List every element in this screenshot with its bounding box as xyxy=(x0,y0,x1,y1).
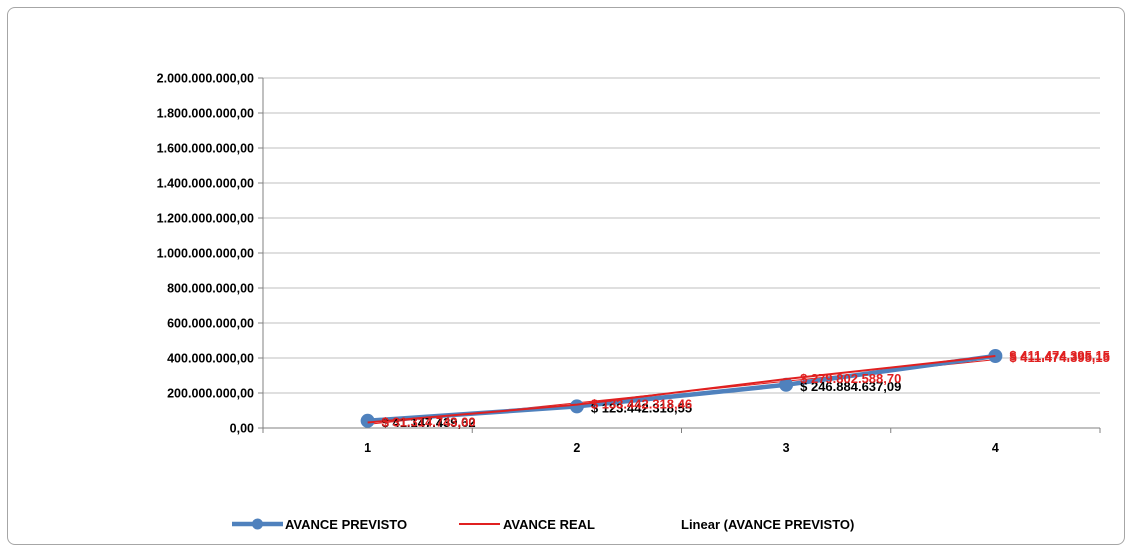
legend: AVANCE PREVISTO AVANCE REAL Linear (AVANCE… xyxy=(232,517,854,532)
data-label-avance-previsto: $ 246.884.637,09 xyxy=(800,379,901,394)
y-tick-label: 0,00 xyxy=(230,422,254,436)
x-tick-label: 4 xyxy=(992,441,999,455)
y-tick-label: 1.200.000.000,00 xyxy=(157,212,254,226)
chart-frame xyxy=(7,7,1125,545)
y-tick-label: 1.000.000.000,00 xyxy=(157,247,254,261)
data-labels: $ 41.147.439,62 $ 123.442.318,55 $ 246.884… xyxy=(382,348,1110,430)
point-avance-previsto xyxy=(360,413,375,428)
series xyxy=(360,348,1003,428)
x-tick-label: 3 xyxy=(783,441,790,455)
x-tick-label: 2 xyxy=(573,441,580,455)
data-label-avance-real: $ 133.442.318,46 xyxy=(591,397,692,412)
legend-label-trendline: Linear (AVANCE PREVISTO) xyxy=(681,517,854,532)
legend-marker-avance-previsto xyxy=(252,518,263,530)
axes xyxy=(258,77,1101,433)
series-line-avance-real xyxy=(367,354,996,424)
data-label-avance-real: $ 411.474.395,15 xyxy=(1009,348,1110,363)
data-label-avance-previsto: $ 123.442.318,55 xyxy=(591,400,692,415)
x-tick-label: 1 xyxy=(364,441,371,455)
y-tick-label: 2.000.000.000,00 xyxy=(157,72,254,86)
gridlines xyxy=(263,77,1100,394)
y-tick-labels: 0,00 200.000.000,00 400.000.000,00 600.000.… xyxy=(157,72,254,436)
y-tick-label: 400.000.000,00 xyxy=(167,352,254,366)
point-avance-previsto xyxy=(569,399,584,414)
data-label-avance-previsto: $ 41.147.439,62 xyxy=(382,415,476,430)
y-tick-label: 1.600.000.000,00 xyxy=(157,142,254,156)
data-label-avance-previsto: $ 411.474.395,15 xyxy=(1009,350,1110,365)
legend-label-avance-real: AVANCE REAL xyxy=(503,517,595,532)
data-label-avance-real: $ 31.314.743,00 xyxy=(382,415,476,430)
y-tick-label: 600.000.000,00 xyxy=(167,317,254,331)
y-tick-label: 1.400.000.000,00 xyxy=(157,177,254,191)
y-tick-label: 1.800.000.000,00 xyxy=(157,107,254,121)
x-tick-labels: 1 2 3 4 xyxy=(364,441,999,455)
y-tick-label: 200.000.000,00 xyxy=(167,387,254,401)
y-tick-label: 800.000.000,00 xyxy=(167,282,254,296)
data-label-avance-real: $ 279.802.588,70 xyxy=(800,371,901,386)
legend-label-avance-previsto: AVANCE PREVISTO xyxy=(285,517,407,532)
